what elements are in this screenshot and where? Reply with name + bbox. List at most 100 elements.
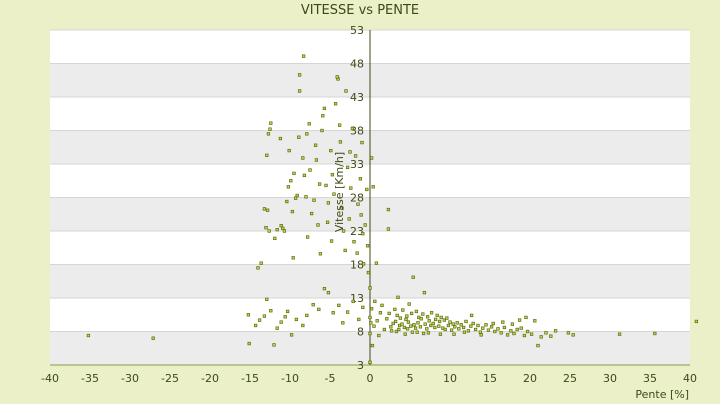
- data-point: [617, 332, 622, 336]
- data-point: [305, 313, 309, 318]
- data-point: [553, 329, 558, 333]
- data-point: [259, 261, 263, 265]
- x-tick-label: 10: [443, 372, 457, 385]
- data-point: [330, 173, 335, 177]
- data-point: [433, 317, 438, 322]
- data-point: [457, 327, 461, 331]
- data-point: [524, 315, 528, 320]
- data-point: [369, 321, 373, 325]
- data-point: [469, 324, 473, 328]
- data-point: [435, 313, 439, 318]
- data-point: [294, 317, 299, 322]
- data-point: [397, 327, 401, 332]
- data-point: [278, 136, 283, 141]
- data-point: [308, 168, 312, 172]
- data-point: [510, 322, 515, 326]
- data-point: [462, 330, 467, 334]
- data-point: [262, 207, 267, 211]
- data-point: [332, 192, 336, 196]
- data-point: [313, 143, 318, 147]
- data-point: [571, 333, 575, 337]
- data-point: [265, 208, 270, 212]
- data-point: [345, 310, 350, 314]
- data-point: [391, 321, 395, 326]
- data-point: [438, 332, 443, 336]
- data-point: [301, 156, 305, 160]
- data-point: [368, 331, 372, 336]
- data-point: [347, 217, 351, 221]
- data-point: [326, 201, 331, 205]
- data-point: [369, 156, 374, 160]
- data-point: [386, 227, 391, 231]
- data-point: [403, 332, 407, 336]
- data-point: [419, 317, 423, 321]
- data-point: [262, 314, 267, 318]
- data-point: [246, 313, 251, 317]
- y-tick-label: 18: [350, 259, 364, 272]
- data-point: [533, 319, 537, 323]
- data-point: [369, 307, 374, 311]
- data-point: [338, 140, 343, 144]
- x-tick-label: 30: [603, 372, 617, 385]
- data-point: [329, 239, 334, 243]
- data-point: [396, 295, 400, 299]
- data-point: [401, 308, 405, 312]
- x-tick-labels: -40 -35 -30 -25 -20 -15 -10 -5 0 5 10 15 20 25 30 35 40: [41, 372, 697, 385]
- data-point: [448, 320, 452, 324]
- data-point: [694, 319, 699, 324]
- data-point: [409, 324, 413, 328]
- data-point: [493, 329, 497, 334]
- data-point: [502, 325, 507, 330]
- data-point: [421, 312, 425, 316]
- data-point: [380, 303, 384, 308]
- y-axis-label: Vitesse [Km/h]: [333, 152, 346, 232]
- data-point: [289, 179, 293, 183]
- data-point: [423, 322, 427, 326]
- data-point: [486, 328, 491, 332]
- y-tick-label: 33: [350, 158, 364, 171]
- data-point: [439, 315, 443, 320]
- data-point: [479, 333, 483, 337]
- data-point: [285, 199, 289, 204]
- y-tick-label: 38: [350, 125, 364, 138]
- data-point: [247, 341, 251, 346]
- data-points: [86, 54, 699, 364]
- data-point: [455, 321, 459, 325]
- data-point: [398, 316, 403, 320]
- data-point: [529, 332, 534, 336]
- data-point: [539, 335, 543, 339]
- data-point: [289, 333, 294, 337]
- data-point: [86, 333, 91, 338]
- data-point: [449, 328, 454, 332]
- y-tick-label: 53: [350, 24, 364, 37]
- data-point: [282, 229, 287, 233]
- data-point: [377, 333, 381, 338]
- x-tick-label: 15: [483, 372, 497, 385]
- data-point: [304, 195, 308, 199]
- data-point: [393, 307, 397, 312]
- data-point: [512, 331, 516, 336]
- data-point: [257, 318, 262, 322]
- data-point: [305, 235, 310, 239]
- x-tick-label: -15: [241, 372, 259, 385]
- data-point: [357, 317, 361, 322]
- data-point: [373, 299, 377, 303]
- data-point: [382, 327, 387, 332]
- data-point: [522, 333, 527, 338]
- data-point: [433, 325, 437, 330]
- data-point: [374, 261, 379, 265]
- data-point: [301, 323, 305, 328]
- data-point: [355, 251, 359, 255]
- data-point: [387, 311, 391, 316]
- x-tick-label: -30: [121, 372, 139, 385]
- x-tick-label: 25: [563, 372, 577, 385]
- data-point: [413, 326, 418, 330]
- data-point: [317, 182, 322, 186]
- data-point: [519, 326, 523, 330]
- data-point: [275, 228, 279, 232]
- data-point: [544, 331, 548, 335]
- data-point: [320, 128, 324, 133]
- data-point: [256, 266, 260, 270]
- data-point: [291, 256, 295, 260]
- data-point: [253, 323, 258, 328]
